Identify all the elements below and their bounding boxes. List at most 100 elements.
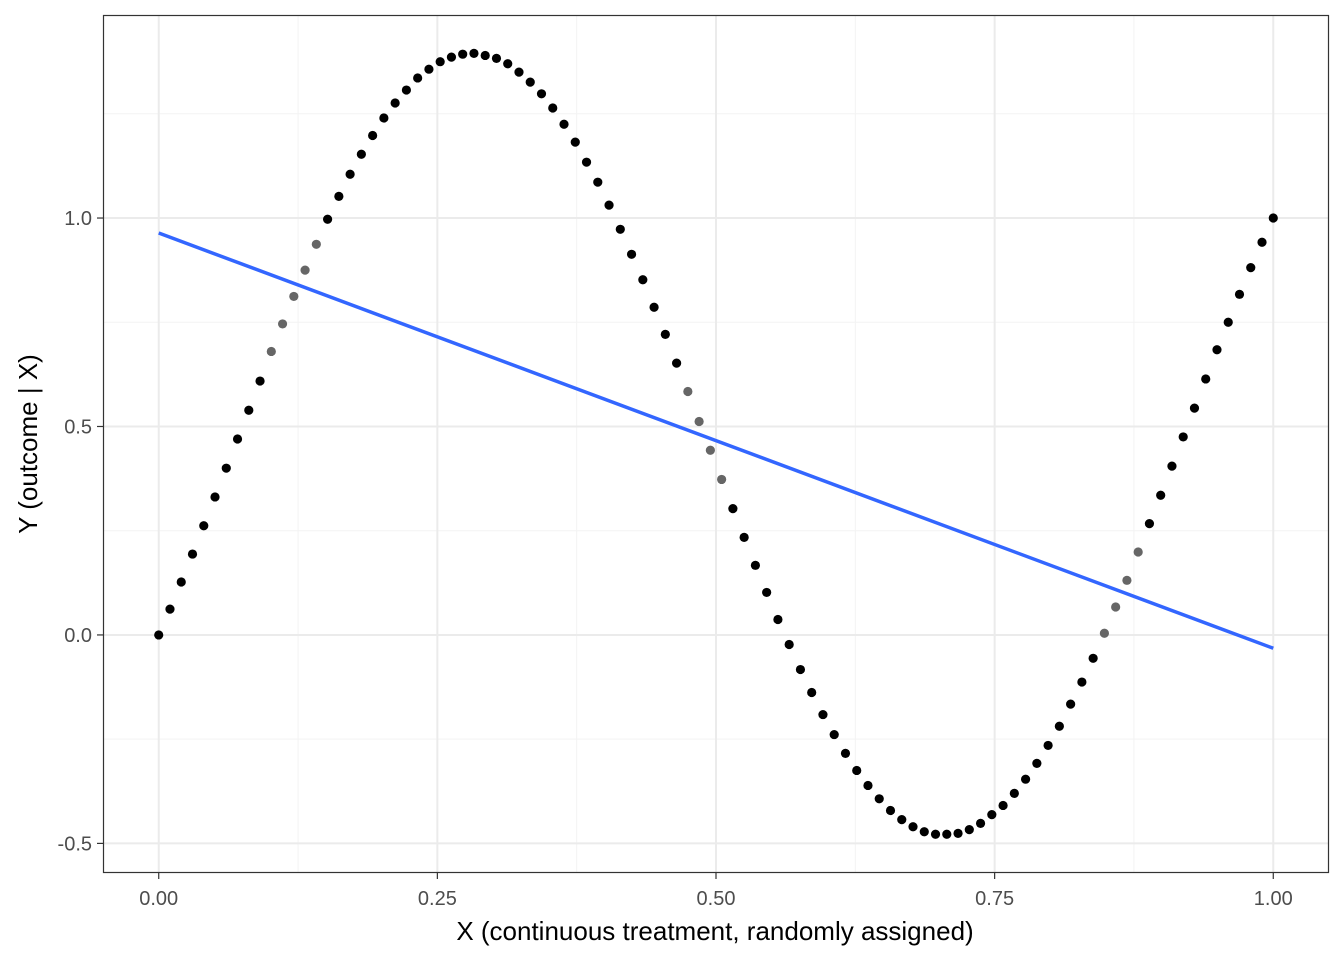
data-point xyxy=(503,59,513,69)
regression-line-layer xyxy=(158,231,1274,650)
panel-border xyxy=(102,14,1330,874)
data-point xyxy=(559,119,569,129)
data-point xyxy=(1099,628,1110,638)
data-point xyxy=(581,157,592,167)
x-tick-label: 0.00 xyxy=(139,888,178,910)
data-point xyxy=(458,49,468,59)
y-tick-label: -0.5 xyxy=(58,833,92,855)
data-point xyxy=(942,829,952,839)
x-tick-label: 0.50 xyxy=(697,888,736,910)
x-tick-label: 0.25 xyxy=(418,888,457,910)
data-point xyxy=(187,549,198,559)
data-point xyxy=(232,434,243,444)
data-point xyxy=(975,818,986,828)
data-point xyxy=(1077,677,1087,687)
data-point xyxy=(1223,317,1233,327)
data-point xyxy=(1088,653,1098,663)
data-point xyxy=(311,239,321,249)
data-point xyxy=(784,639,794,650)
data-point xyxy=(514,67,524,77)
data-point xyxy=(1032,758,1042,768)
data-point xyxy=(1009,788,1019,798)
data-point xyxy=(649,302,659,312)
data-point xyxy=(795,664,806,675)
data-point xyxy=(1020,774,1031,784)
data-point xyxy=(221,463,231,473)
data-point xyxy=(334,191,344,201)
x-axis-title: X (continuous treatment, randomly assign… xyxy=(456,916,973,946)
data-point xyxy=(277,319,288,329)
data-point xyxy=(638,275,648,285)
x-tick-label: 0.75 xyxy=(975,888,1014,910)
data-point xyxy=(750,560,761,570)
data-point xyxy=(356,149,366,159)
data-point xyxy=(615,224,625,234)
data-point xyxy=(908,822,918,832)
regression-line xyxy=(158,231,1274,650)
data-point xyxy=(930,829,941,839)
data-point xyxy=(919,827,929,837)
data-point xyxy=(1246,263,1256,273)
data-point xyxy=(446,52,457,62)
data-point xyxy=(379,113,389,123)
y-axis: -0.5 0.0 0.5 1.0 xyxy=(58,208,103,855)
data-point xyxy=(1201,374,1211,384)
data-point xyxy=(1189,403,1200,413)
data-point xyxy=(1133,547,1143,557)
data-point xyxy=(1122,575,1132,585)
data-point xyxy=(266,346,276,357)
data-point xyxy=(491,53,502,63)
data-point xyxy=(964,825,974,835)
data-point xyxy=(1043,740,1053,751)
data-point xyxy=(480,50,490,61)
data-point xyxy=(289,291,299,302)
data-point xyxy=(165,604,175,614)
data-point xyxy=(1167,461,1177,471)
data-point xyxy=(154,630,164,640)
data-point xyxy=(852,765,862,776)
data-point xyxy=(199,521,209,531)
data-point xyxy=(1234,289,1245,299)
data-point xyxy=(1144,519,1155,529)
data-point xyxy=(717,474,727,485)
y-tick-label: 0.5 xyxy=(64,416,92,438)
data-point xyxy=(683,386,693,397)
data-point xyxy=(626,249,637,259)
data-point xyxy=(368,130,378,141)
y-axis-title: Y (outcome | X) xyxy=(13,354,43,534)
data-point xyxy=(874,794,884,804)
data-point xyxy=(762,587,772,598)
data-point xyxy=(694,416,704,427)
data-point xyxy=(773,614,783,625)
data-point xyxy=(536,89,547,99)
data-point xyxy=(807,687,817,698)
data-point xyxy=(390,98,400,108)
data-point xyxy=(570,137,580,147)
data-point xyxy=(829,729,839,740)
data-point xyxy=(300,265,310,275)
data-point xyxy=(953,828,963,838)
data-point xyxy=(210,492,220,502)
y-tick-label: 0.0 xyxy=(64,625,92,647)
data-point xyxy=(593,177,603,187)
data-point xyxy=(1066,699,1076,709)
data-point xyxy=(435,57,445,67)
data-point xyxy=(705,445,715,455)
x-tick-label: 1.00 xyxy=(1254,888,1293,910)
data-point xyxy=(1054,721,1064,731)
data-point xyxy=(176,577,186,587)
data-point xyxy=(1178,432,1188,442)
data-point xyxy=(885,805,896,816)
data-point xyxy=(413,73,423,83)
data-point xyxy=(671,358,682,368)
y-tick-label: 1.0 xyxy=(64,208,92,230)
data-point xyxy=(401,85,412,95)
data-point xyxy=(728,504,738,514)
data-point xyxy=(987,810,997,820)
data-point xyxy=(469,48,479,58)
data-point xyxy=(840,748,851,758)
data-point xyxy=(548,103,558,113)
data-point xyxy=(255,376,265,386)
data-point xyxy=(1111,602,1121,612)
